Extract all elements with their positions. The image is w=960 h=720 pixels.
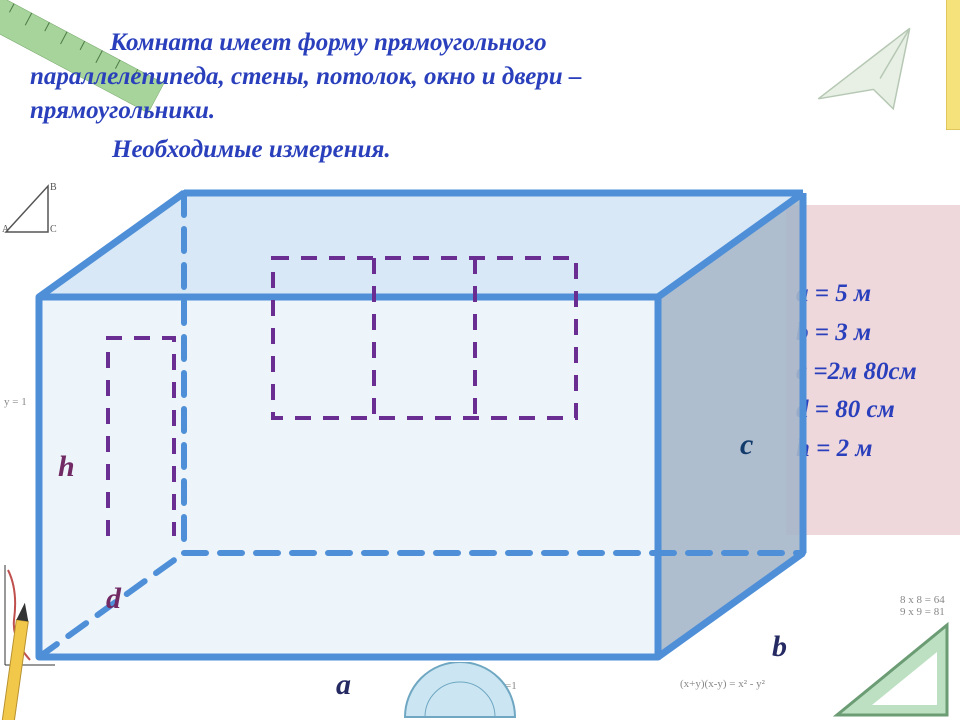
parallelepiped-diagram [0, 0, 960, 720]
label-b: b [772, 630, 787, 664]
label-a: a [336, 668, 351, 702]
label-d: d [106, 582, 121, 616]
label-c: c [740, 428, 753, 462]
label-h: h [58, 450, 75, 484]
slide-canvas: sin 90°=1 (x+y)(x-y) = x² - y² y = 1 8 x… [0, 0, 960, 720]
